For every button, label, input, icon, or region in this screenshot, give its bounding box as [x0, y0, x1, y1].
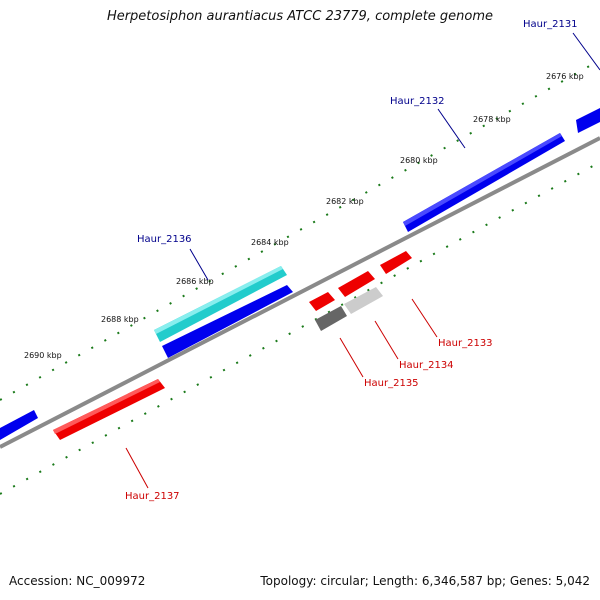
kbp-label-2678: 2678 kbp [473, 115, 511, 124]
kbp-label-2682: 2682 kbp [326, 197, 364, 206]
gene-label-haur-2135[interactable]: Haur_2135 [364, 378, 419, 389]
gene-reverse-haur-2137[interactable] [53, 379, 165, 440]
genome-backbone [0, 136, 600, 449]
accession-text: Accession: NC_009972 [9, 574, 146, 588]
genome-summary-text: Topology: circular; Length: 6,346,587 bp… [260, 574, 590, 588]
gene-highlight-haur-2136[interactable] [154, 266, 287, 342]
gene-label-haur-2132[interactable]: Haur_2132 [390, 96, 445, 107]
kbp-label-2676: 2676 kbp [546, 72, 584, 81]
kbp-label-2686: 2686 kbp [176, 277, 214, 286]
gene-reverse-haur-2135[interactable] [309, 292, 335, 311]
gene-forward-haur-2131[interactable] [576, 108, 600, 133]
lower-tick-track [0, 161, 600, 495]
kbp-label-2684: 2684 kbp [251, 238, 289, 247]
gene-label-haur-2133[interactable]: Haur_2133 [438, 338, 493, 349]
kbp-label-2688: 2688 kbp [101, 315, 139, 324]
gene-label-haur-2131[interactable]: Haur_2131 [523, 19, 578, 30]
gene-gray-haur-2134[interactable] [344, 287, 383, 314]
gene-reverse-haur-2133[interactable] [380, 251, 412, 274]
gene-forward-haur-2136-blue[interactable] [162, 285, 293, 358]
gene-label-haur-2137[interactable]: Haur_2137 [125, 491, 180, 502]
callout-lines [125, 32, 600, 489]
kbp-label-2690: 2690 kbp [24, 351, 62, 360]
kbp-label-2680: 2680 kbp [400, 156, 438, 165]
gene-forward-haur-2132[interactable] [403, 133, 565, 232]
gene-label-haur-2136[interactable]: Haur_2136 [137, 234, 192, 245]
gene-gray-haur-2135[interactable] [315, 306, 347, 331]
gene-forward-left[interactable] [0, 410, 38, 440]
gene-reverse-haur-2134[interactable] [338, 271, 375, 297]
map-title: Herpetosiphon aurantiacus ATCC 23779, co… [106, 9, 494, 24]
gene-label-haur-2134[interactable]: Haur_2134 [399, 360, 454, 371]
upper-tick-track [0, 59, 600, 401]
